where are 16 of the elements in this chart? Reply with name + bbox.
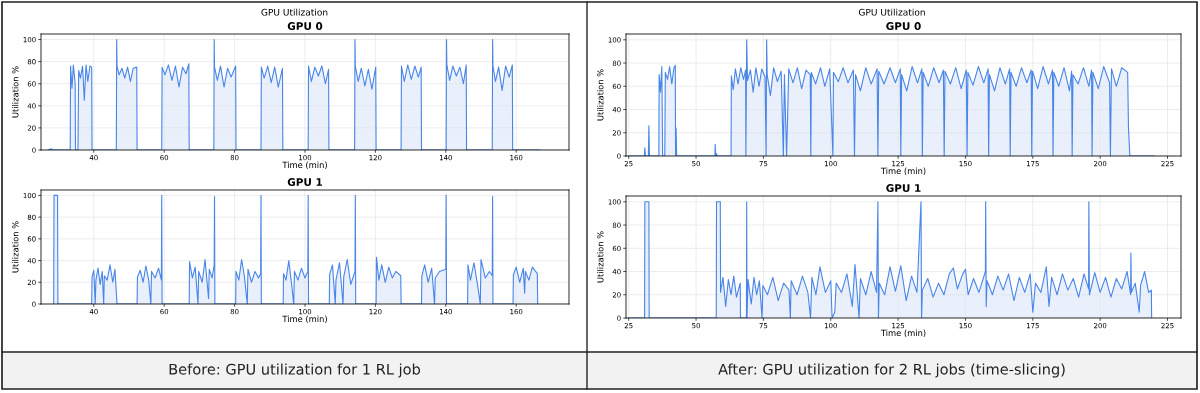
x-axis-title: Time (min) [880, 329, 926, 338]
x-axis-title: Time (min) [282, 315, 327, 324]
text: After: GPU utilization for 2 RL jobs (time-slicing) [718, 363, 1065, 378]
chart-subtitle: GPU 0 [886, 22, 921, 30]
chart-subtitle: GPU 0 [287, 22, 323, 30]
y-axis-title: Utilization % [12, 66, 19, 118]
x-axis-title: Time (min) [880, 167, 926, 176]
y-axis-title: Utilization % [12, 221, 19, 273]
chart-title: GPU 1 [886, 184, 921, 192]
text: Before: GPU utilization for 1 RL job [169, 363, 421, 378]
y-axis-title: Utilization % [597, 69, 604, 121]
chart-title: GPU 1 [287, 178, 323, 186]
chart-title: GPU Utilization [261, 8, 328, 16]
y-axis-title: Utilization % [597, 231, 604, 283]
chart-title: GPU Utilization [858, 8, 925, 16]
x-axis-title: Time (min) [282, 161, 327, 170]
